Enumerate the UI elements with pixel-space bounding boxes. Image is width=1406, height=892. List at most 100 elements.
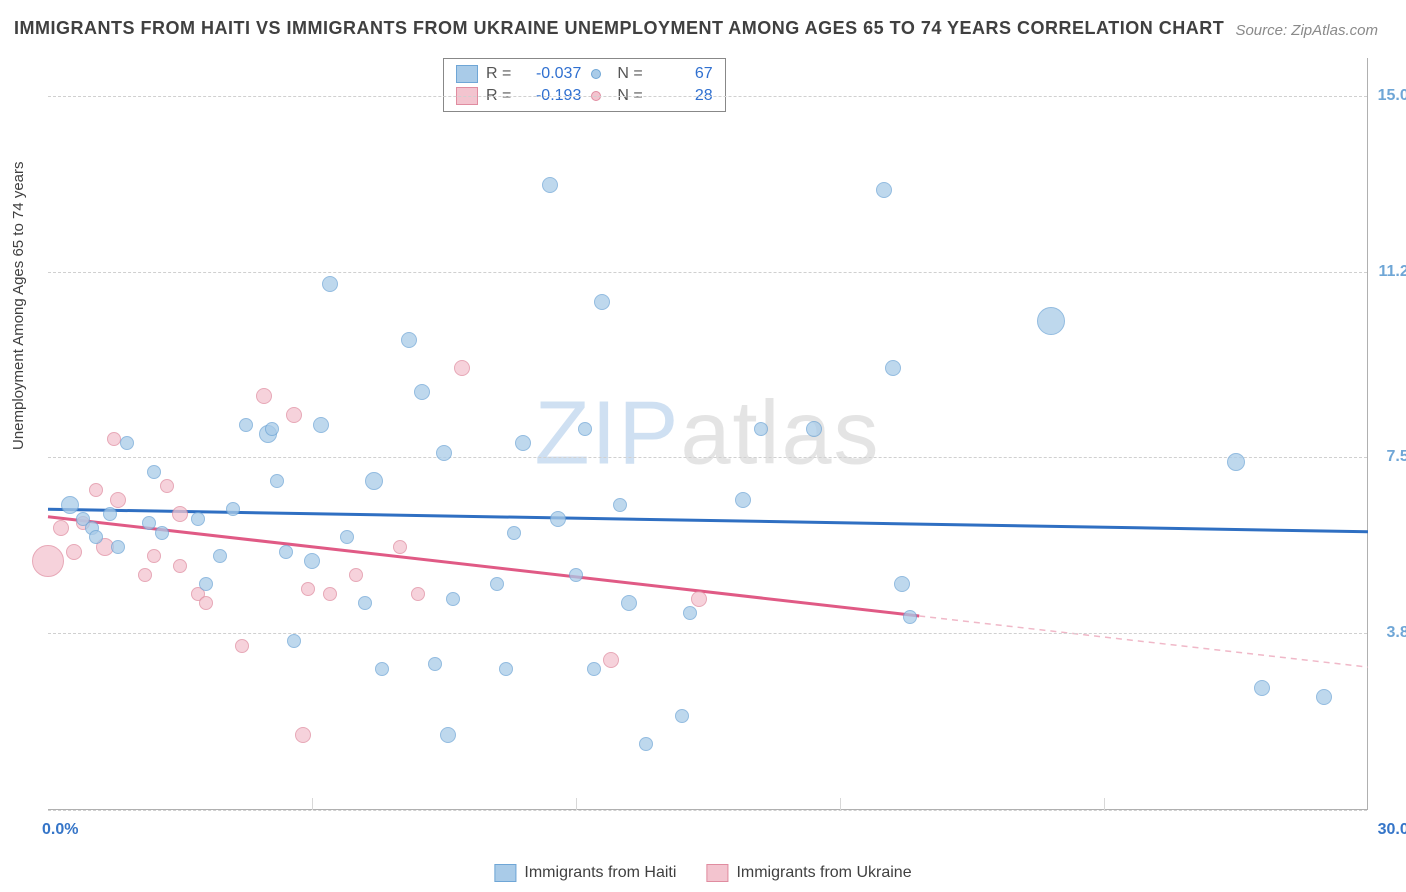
point-haiti <box>683 606 697 620</box>
point-haiti <box>1227 453 1245 471</box>
point-haiti <box>120 436 134 450</box>
point-haiti <box>304 553 320 569</box>
point-haiti <box>226 502 240 516</box>
point-ukraine <box>199 596 213 610</box>
point-haiti <box>1254 680 1270 696</box>
x-tick-min: 0.0% <box>42 821 78 839</box>
point-ukraine <box>147 549 161 563</box>
point-haiti <box>1037 307 1065 335</box>
point-haiti <box>490 577 504 591</box>
legend-r-label: R = <box>486 65 511 83</box>
point-ukraine <box>603 652 619 668</box>
legend-label: Immigrants from Ukraine <box>736 864 911 882</box>
point-haiti <box>279 545 293 559</box>
point-haiti <box>578 422 592 436</box>
point-ukraine <box>454 360 470 376</box>
chart-title: IMMIGRANTS FROM HAITI VS IMMIGRANTS FROM… <box>14 18 1224 39</box>
point-haiti <box>542 177 558 193</box>
point-haiti <box>213 549 227 563</box>
point-haiti <box>806 421 822 437</box>
gridline-h <box>48 633 1367 634</box>
point-ukraine <box>691 591 707 607</box>
point-ukraine <box>286 407 302 423</box>
legend-correlation: R =-0.037N =67R =-0.193N =28 <box>443 58 726 112</box>
point-haiti <box>903 610 917 624</box>
source-label: Source: ZipAtlas.com <box>1235 22 1378 39</box>
point-haiti <box>754 422 768 436</box>
point-ukraine <box>32 545 64 577</box>
point-haiti <box>414 384 430 400</box>
point-haiti <box>587 662 601 676</box>
y-axis-label: Unemployment Among Ages 65 to 74 years <box>10 161 27 450</box>
point-haiti <box>436 445 452 461</box>
point-haiti <box>365 472 383 490</box>
y-tick-label: 3.8% <box>1387 624 1406 642</box>
point-ukraine <box>411 587 425 601</box>
point-haiti <box>594 294 610 310</box>
point-haiti <box>515 435 531 451</box>
point-haiti <box>440 727 456 743</box>
point-ukraine <box>295 727 311 743</box>
point-ukraine <box>349 568 363 582</box>
tick-v <box>840 798 841 810</box>
point-haiti <box>199 577 213 591</box>
point-haiti <box>428 657 442 671</box>
point-haiti <box>239 418 253 432</box>
point-haiti <box>876 182 892 198</box>
point-haiti <box>61 496 79 514</box>
point-haiti <box>340 530 354 544</box>
point-ukraine <box>173 559 187 573</box>
gridline-h <box>48 457 1367 458</box>
legend-item: Immigrants from Ukraine <box>706 864 911 882</box>
point-ukraine <box>53 520 69 536</box>
point-haiti <box>155 526 169 540</box>
point-haiti <box>147 465 161 479</box>
legend-swatch <box>494 864 516 882</box>
point-ukraine <box>66 544 82 560</box>
point-haiti <box>885 360 901 376</box>
point-haiti <box>894 576 910 592</box>
point-haiti <box>507 526 521 540</box>
legend-row: R =-0.037N =67 <box>456 63 713 85</box>
point-haiti <box>270 474 284 488</box>
point-haiti <box>375 662 389 676</box>
point-haiti <box>287 634 301 648</box>
point-ukraine <box>323 587 337 601</box>
point-ukraine <box>160 479 174 493</box>
point-haiti <box>550 511 566 527</box>
point-haiti <box>1316 689 1332 705</box>
point-haiti <box>639 737 653 751</box>
point-ukraine <box>89 483 103 497</box>
gridline-h <box>48 96 1367 97</box>
point-ukraine <box>393 540 407 554</box>
gridline-h <box>48 272 1367 273</box>
gridline-h <box>48 810 1367 811</box>
point-haiti <box>675 709 689 723</box>
legend-item: Immigrants from Haiti <box>494 864 676 882</box>
point-haiti <box>621 595 637 611</box>
point-haiti <box>569 568 583 582</box>
legend-swatch <box>456 65 478 83</box>
point-haiti <box>111 540 125 554</box>
point-haiti <box>191 512 205 526</box>
point-haiti <box>142 516 156 530</box>
x-tick-max: 30.0% <box>1378 821 1406 839</box>
point-haiti <box>401 332 417 348</box>
legend-bullet <box>591 69 601 79</box>
point-haiti <box>322 276 338 292</box>
point-haiti <box>499 662 513 676</box>
y-tick-label: 15.0% <box>1378 87 1406 105</box>
point-ukraine <box>107 432 121 446</box>
point-haiti <box>103 507 117 521</box>
point-ukraine <box>256 388 272 404</box>
point-ukraine <box>172 506 188 522</box>
point-ukraine <box>301 582 315 596</box>
tick-v <box>312 798 313 810</box>
tick-v <box>1104 798 1105 810</box>
point-haiti <box>735 492 751 508</box>
legend-n-value: 67 <box>651 65 713 83</box>
legend-n-label: N = <box>617 65 642 83</box>
y-tick-label: 7.5% <box>1387 448 1406 466</box>
point-haiti <box>446 592 460 606</box>
tick-v <box>576 798 577 810</box>
